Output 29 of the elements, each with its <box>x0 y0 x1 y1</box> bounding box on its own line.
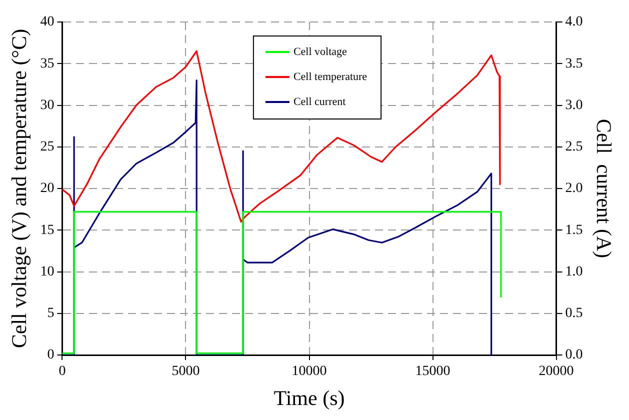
legend-label: Cell current <box>293 96 346 108</box>
y-tick-label: 40 <box>40 14 54 30</box>
y-tick-label: 15 <box>40 222 54 238</box>
legend-label: Cell voltage <box>293 46 348 58</box>
y-tick-label: 5 <box>47 306 54 322</box>
x-tick-label: 20000 <box>538 364 574 380</box>
y-tick-label: 0 <box>47 348 54 363</box>
y2-axis-title: Cell current (A) <box>592 118 616 258</box>
y2-tick-label: 0.0 <box>565 348 583 363</box>
y2-tick-label: 2.0 <box>565 181 583 196</box>
legend-label: Cell temperature <box>293 70 368 83</box>
x-axis-title: Time (s) <box>274 386 345 410</box>
x-tick-label: 15000 <box>415 364 450 380</box>
y-tick-label: 20 <box>40 181 54 196</box>
x-tick-label: 0 <box>58 364 66 380</box>
y-tick-label: 30 <box>40 98 54 113</box>
y2-tick-label: 2.5 <box>565 140 583 155</box>
y-tick-label: 10 <box>40 264 54 280</box>
x-tick-label: 5000 <box>172 364 200 380</box>
y2-tick-label: 3.0 <box>565 98 583 113</box>
y-axis-title: Cell voltage (V) and temperature (°C) <box>7 28 32 348</box>
y2-tick-label: 3.5 <box>565 56 583 72</box>
x-tick-label: 10000 <box>292 364 327 380</box>
y-tick-label: 35 <box>40 56 54 72</box>
y2-tick-label: 0.5 <box>565 306 583 322</box>
y2-tick-label: 1.0 <box>565 264 583 280</box>
y-tick-label: 25 <box>40 140 54 155</box>
y2-tick-label: 1.5 <box>565 222 583 238</box>
y2-tick-label: 4.0 <box>565 14 583 30</box>
